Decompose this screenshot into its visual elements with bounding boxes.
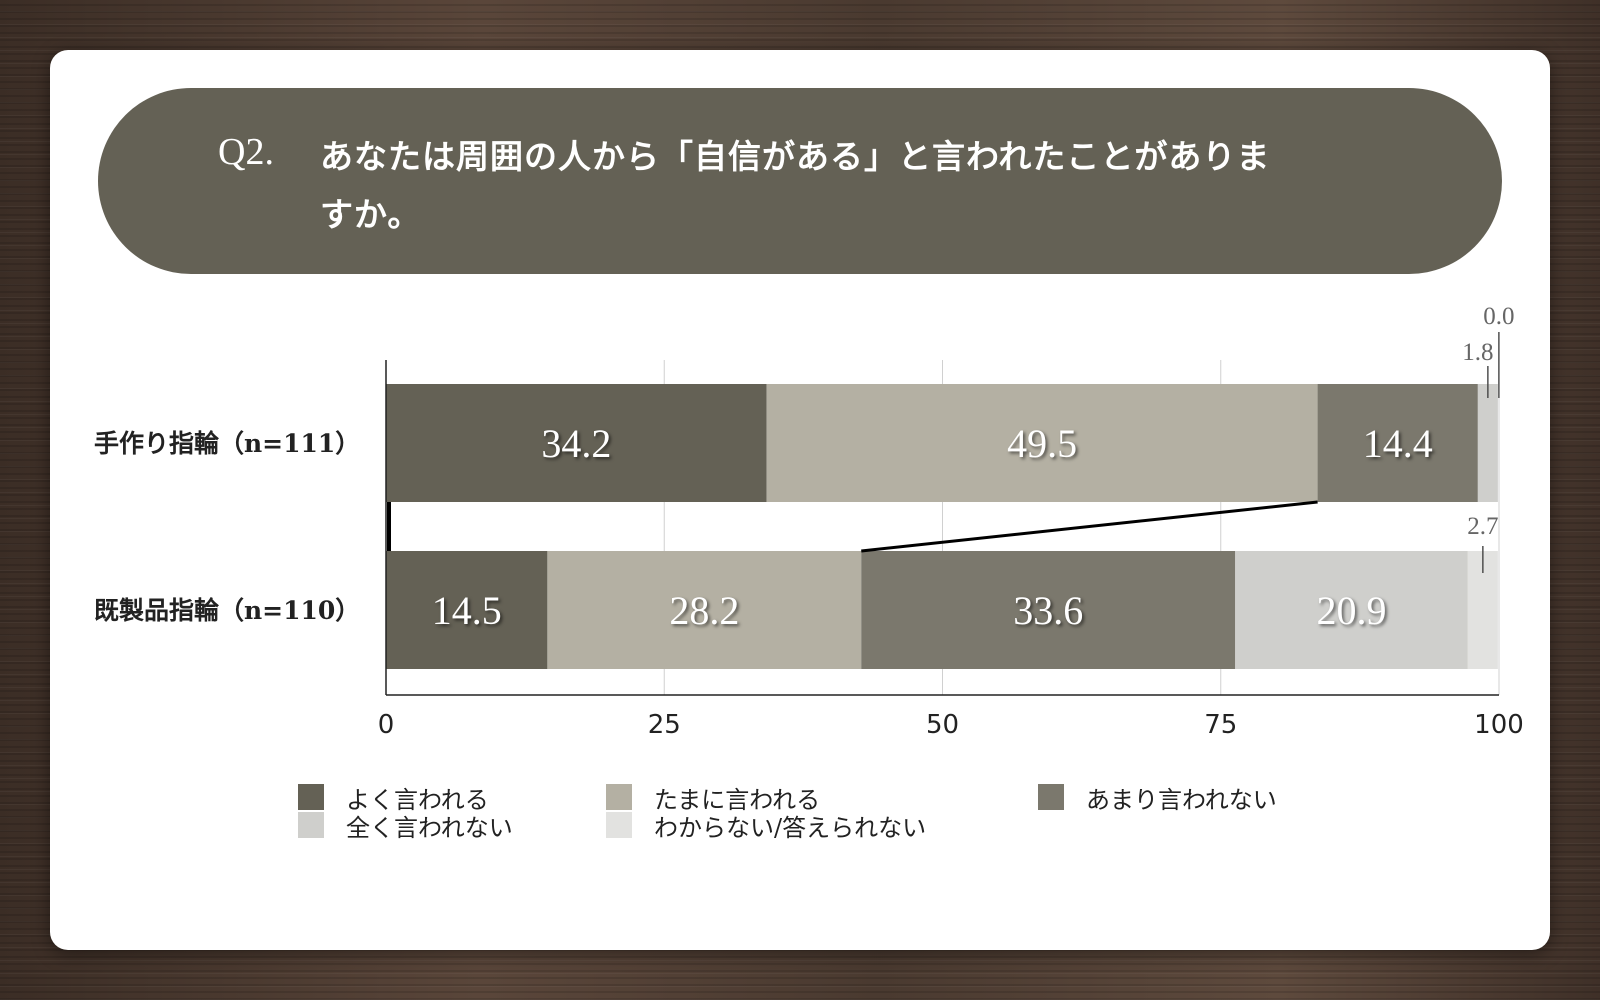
data-label: 28.2: [669, 588, 739, 633]
bar-segment: [766, 384, 1318, 502]
question-banner: Q2. あなたは周囲の人から「自信がある」と言われたことがありますか。: [98, 88, 1502, 274]
data-label: 34.2: [541, 421, 611, 466]
question-number: Q2.: [218, 131, 274, 173]
legend-swatch: [298, 784, 324, 810]
bar-segment: [386, 551, 548, 669]
data-label: 49.5: [1007, 421, 1077, 466]
bar-segment: [861, 551, 1236, 669]
data-label: 14.4: [1363, 421, 1433, 466]
legend-item: よく言われる: [298, 784, 489, 814]
legend-label: あまり言われない: [1086, 785, 1277, 814]
data-label: 14.5: [432, 588, 502, 633]
x-tick-label: 25: [648, 710, 681, 740]
question-text: あなたは周囲の人から「自信がある」と言われたことがありますか。: [320, 137, 1271, 234]
connector-line: [861, 500, 1318, 553]
legend-swatch: [1038, 784, 1064, 810]
bar-segment: [1477, 384, 1498, 502]
legend-swatch: [298, 812, 324, 838]
bar-segment: [547, 551, 862, 669]
data-label: 1.8: [1462, 339, 1493, 366]
data-label: 33.6: [1013, 588, 1083, 633]
legend-label: よく言われる: [346, 785, 489, 814]
legend-item: あまり言われない: [1038, 784, 1277, 814]
legend-label: 全く言われない: [346, 813, 513, 842]
x-tick-label: 75: [1204, 710, 1237, 740]
legend-item: 全く言われない: [298, 812, 513, 842]
legend-item: わからない/答えられない: [606, 812, 926, 842]
legend-swatch: [606, 784, 632, 810]
x-tick-label: 100: [1474, 710, 1524, 740]
bar-segment: [386, 384, 767, 502]
data-label: 0.0: [1483, 303, 1514, 330]
category-label: 手作り指輪（n=111）: [94, 429, 360, 458]
data-label: 20.9: [1317, 588, 1387, 633]
legend-swatch: [606, 812, 632, 838]
x-tick-label: 50: [926, 710, 959, 740]
bar-segment: [1235, 551, 1468, 669]
legend-label: わからない/答えられない: [654, 813, 927, 842]
bar-segment: [1317, 384, 1478, 502]
legend-item: たまに言われる: [606, 784, 820, 814]
data-label: 2.7: [1467, 513, 1498, 540]
x-tick-label: 0: [378, 710, 395, 740]
category-label: 既製品指輪（n=110）: [94, 596, 360, 625]
legend-label: たまに言われる: [654, 785, 821, 814]
